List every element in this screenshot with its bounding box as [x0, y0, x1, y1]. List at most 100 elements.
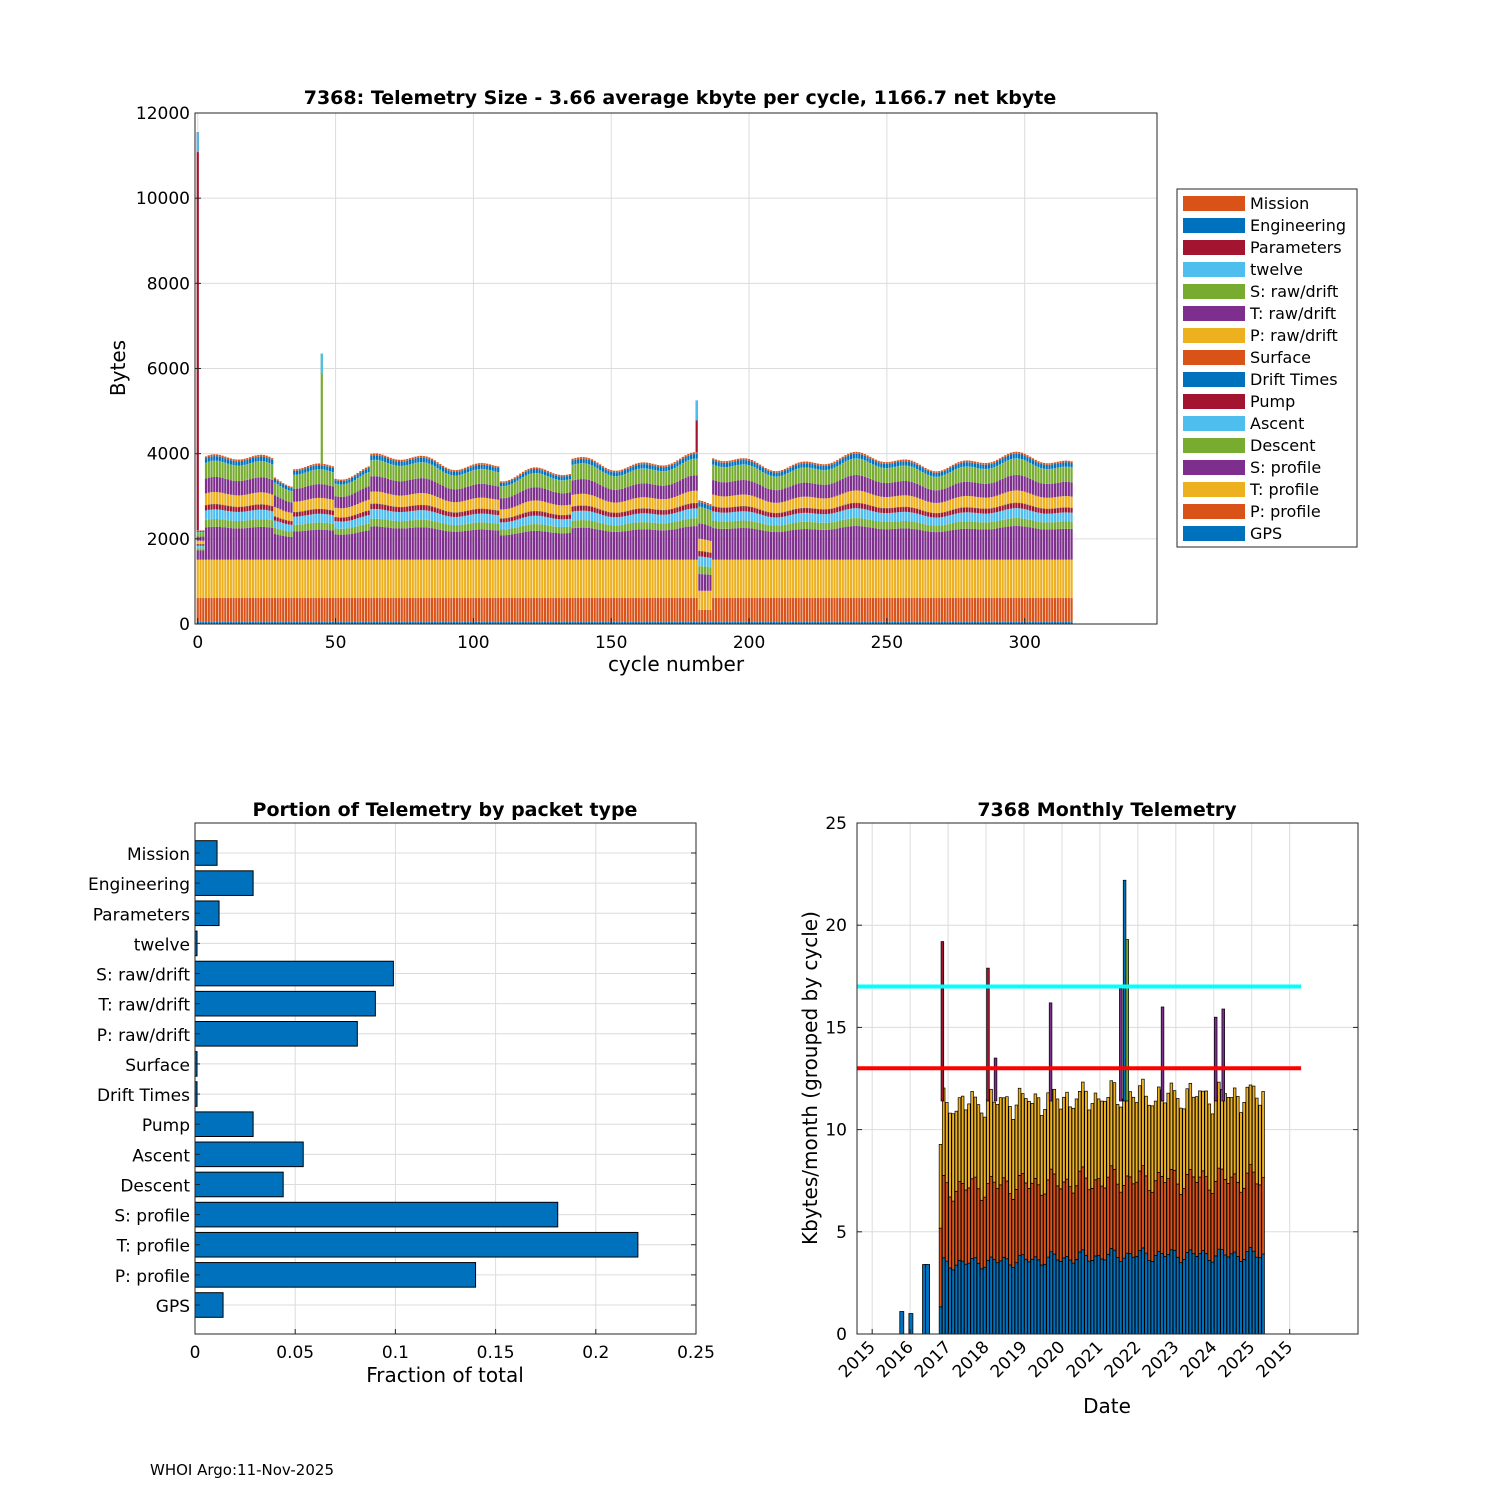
- chart1-bar-segment: [772, 476, 775, 477]
- chart1-bar-segment: [585, 510, 588, 521]
- chart1-bar-segment: [709, 504, 712, 506]
- chart1-bar-segment: [590, 506, 594, 508]
- chart1-bar-segment: [902, 520, 905, 529]
- chart1-bar-segment: [637, 483, 640, 498]
- chart1-bar-segment: [651, 508, 654, 510]
- chart1-bar-segment: [954, 522, 957, 530]
- chart1-bar-segment: [643, 621, 646, 624]
- chart1-bar-segment: [883, 468, 886, 483]
- chart1-bar-segment: [847, 476, 850, 492]
- chart1-bar-segment: [717, 466, 720, 467]
- chart1-bar-segment: [290, 559, 293, 599]
- chart1-bar-segment: [450, 531, 453, 560]
- chart1-cycle-stack: [204, 456, 208, 624]
- chart1-bar-segment: [648, 508, 651, 514]
- chart1-bar-segment: [838, 494, 842, 507]
- chart1-bar-segment: [265, 462, 268, 478]
- chart1-bar-segment: [668, 470, 671, 471]
- chart1-bar-segment: [764, 473, 767, 488]
- chart1-bar-segment: [896, 466, 899, 467]
- chart1-bar-segment: [417, 493, 420, 505]
- chart1-bar-segment: [714, 521, 718, 529]
- chart1-bar-segment: [929, 476, 933, 490]
- chart1-bar-segment: [306, 510, 310, 511]
- chart1-bar-segment: [984, 529, 988, 560]
- chart1-bar-segment: [764, 511, 767, 516]
- chart1-bar-segment: [695, 503, 698, 509]
- chart1-bar-segment: [599, 465, 602, 471]
- chart1-bar-segment: [761, 467, 764, 472]
- chart1-bar-segment: [640, 508, 643, 509]
- chart1-bar-segment: [563, 514, 566, 516]
- chart1-bar-segment: [871, 480, 875, 495]
- chart1-bar-segment: [717, 559, 720, 599]
- chart1-bar-segment: [411, 510, 414, 521]
- chart1-cycle-stack: [411, 457, 414, 624]
- chart1-bar-segment: [866, 519, 869, 528]
- chart1-bar-segment: [946, 469, 949, 474]
- chart1-bar-segment: [648, 463, 651, 465]
- chart1-bar-segment: [331, 598, 334, 622]
- chart1-bar-segment: [577, 463, 580, 465]
- chart1-bar-segment: [1051, 598, 1054, 622]
- chart1-bar-segment: [271, 464, 274, 465]
- chart1-cycle-stack: [621, 469, 624, 624]
- chart1-bar-segment: [712, 528, 715, 560]
- chart1-bar-segment: [386, 456, 390, 459]
- chart1-bar-segment: [998, 494, 1001, 507]
- chart1-cycle-stack: [949, 466, 952, 624]
- chart1-bar-segment: [894, 462, 897, 467]
- chart1-bar-segment: [739, 520, 742, 529]
- chart1-bar-segment: [290, 521, 293, 522]
- chart1-bar-segment: [1012, 502, 1015, 504]
- chart1-bar-segment: [1042, 469, 1046, 484]
- chart1-bar-segment: [874, 598, 877, 622]
- chart1-bar-segment: [331, 466, 334, 468]
- chart1-bar-segment: [499, 518, 503, 523]
- chart1-bar-segment: [679, 494, 682, 507]
- chart1-bar-segment: [932, 559, 935, 599]
- chart1-bar-segment: [1029, 505, 1032, 511]
- chart1-cycle-stack: [968, 460, 971, 624]
- chart1-bar-segment: [530, 487, 533, 501]
- chart1-bar-segment: [781, 525, 784, 532]
- chart1-bar-segment: [1042, 559, 1046, 599]
- chart1-bar-segment: [549, 598, 552, 622]
- chart1-bar-segment: [913, 467, 916, 483]
- chart1-bar-segment: [852, 490, 855, 503]
- chart1-cycle-stack: [425, 456, 428, 624]
- chart1-bar-segment: [375, 503, 379, 504]
- chart1-bar-segment: [271, 459, 274, 465]
- chart1-bar-segment: [505, 509, 508, 518]
- chart1-bar-segment: [298, 524, 301, 532]
- chart1-bar-segment: [428, 520, 431, 528]
- chart1-bar-segment: [869, 598, 872, 622]
- chart1-bar-segment: [339, 534, 343, 560]
- chart1-bar-segment: [306, 621, 310, 624]
- chart1-bar-segment: [805, 529, 809, 560]
- chart1-bar-segment: [1034, 459, 1037, 462]
- chart1-bar-segment: [273, 495, 277, 507]
- chart1-bar-segment: [927, 598, 930, 622]
- chart1-bar-segment: [588, 494, 591, 506]
- chart1-bar-segment: [419, 478, 423, 494]
- chart1-bar-segment: [378, 455, 381, 461]
- chart1-bar-segment: [513, 533, 516, 560]
- chart1-bar-segment: [847, 526, 850, 560]
- chart1-bar-segment: [279, 498, 282, 510]
- chart1-bar-segment: [739, 460, 742, 465]
- chart1-bar-segment: [351, 559, 354, 599]
- chart1-bar-segment: [312, 469, 315, 471]
- chart1-bar-segment: [345, 521, 348, 529]
- chart1-bar-segment: [1042, 529, 1046, 560]
- chart1-bar-segment: [772, 502, 775, 513]
- chart1-spike-segment: [320, 353, 323, 464]
- chart1-bar-segment: [808, 482, 811, 497]
- chart1-bar-segment: [306, 559, 310, 599]
- chart1-bar-segment: [477, 513, 481, 523]
- chart1-bar-segment: [761, 471, 764, 473]
- chart1-bar-segment: [1015, 508, 1018, 519]
- chart1-bar-segment: [356, 621, 359, 624]
- chart1-bar-segment: [552, 513, 555, 515]
- chart1-cycle-stack: [698, 500, 701, 624]
